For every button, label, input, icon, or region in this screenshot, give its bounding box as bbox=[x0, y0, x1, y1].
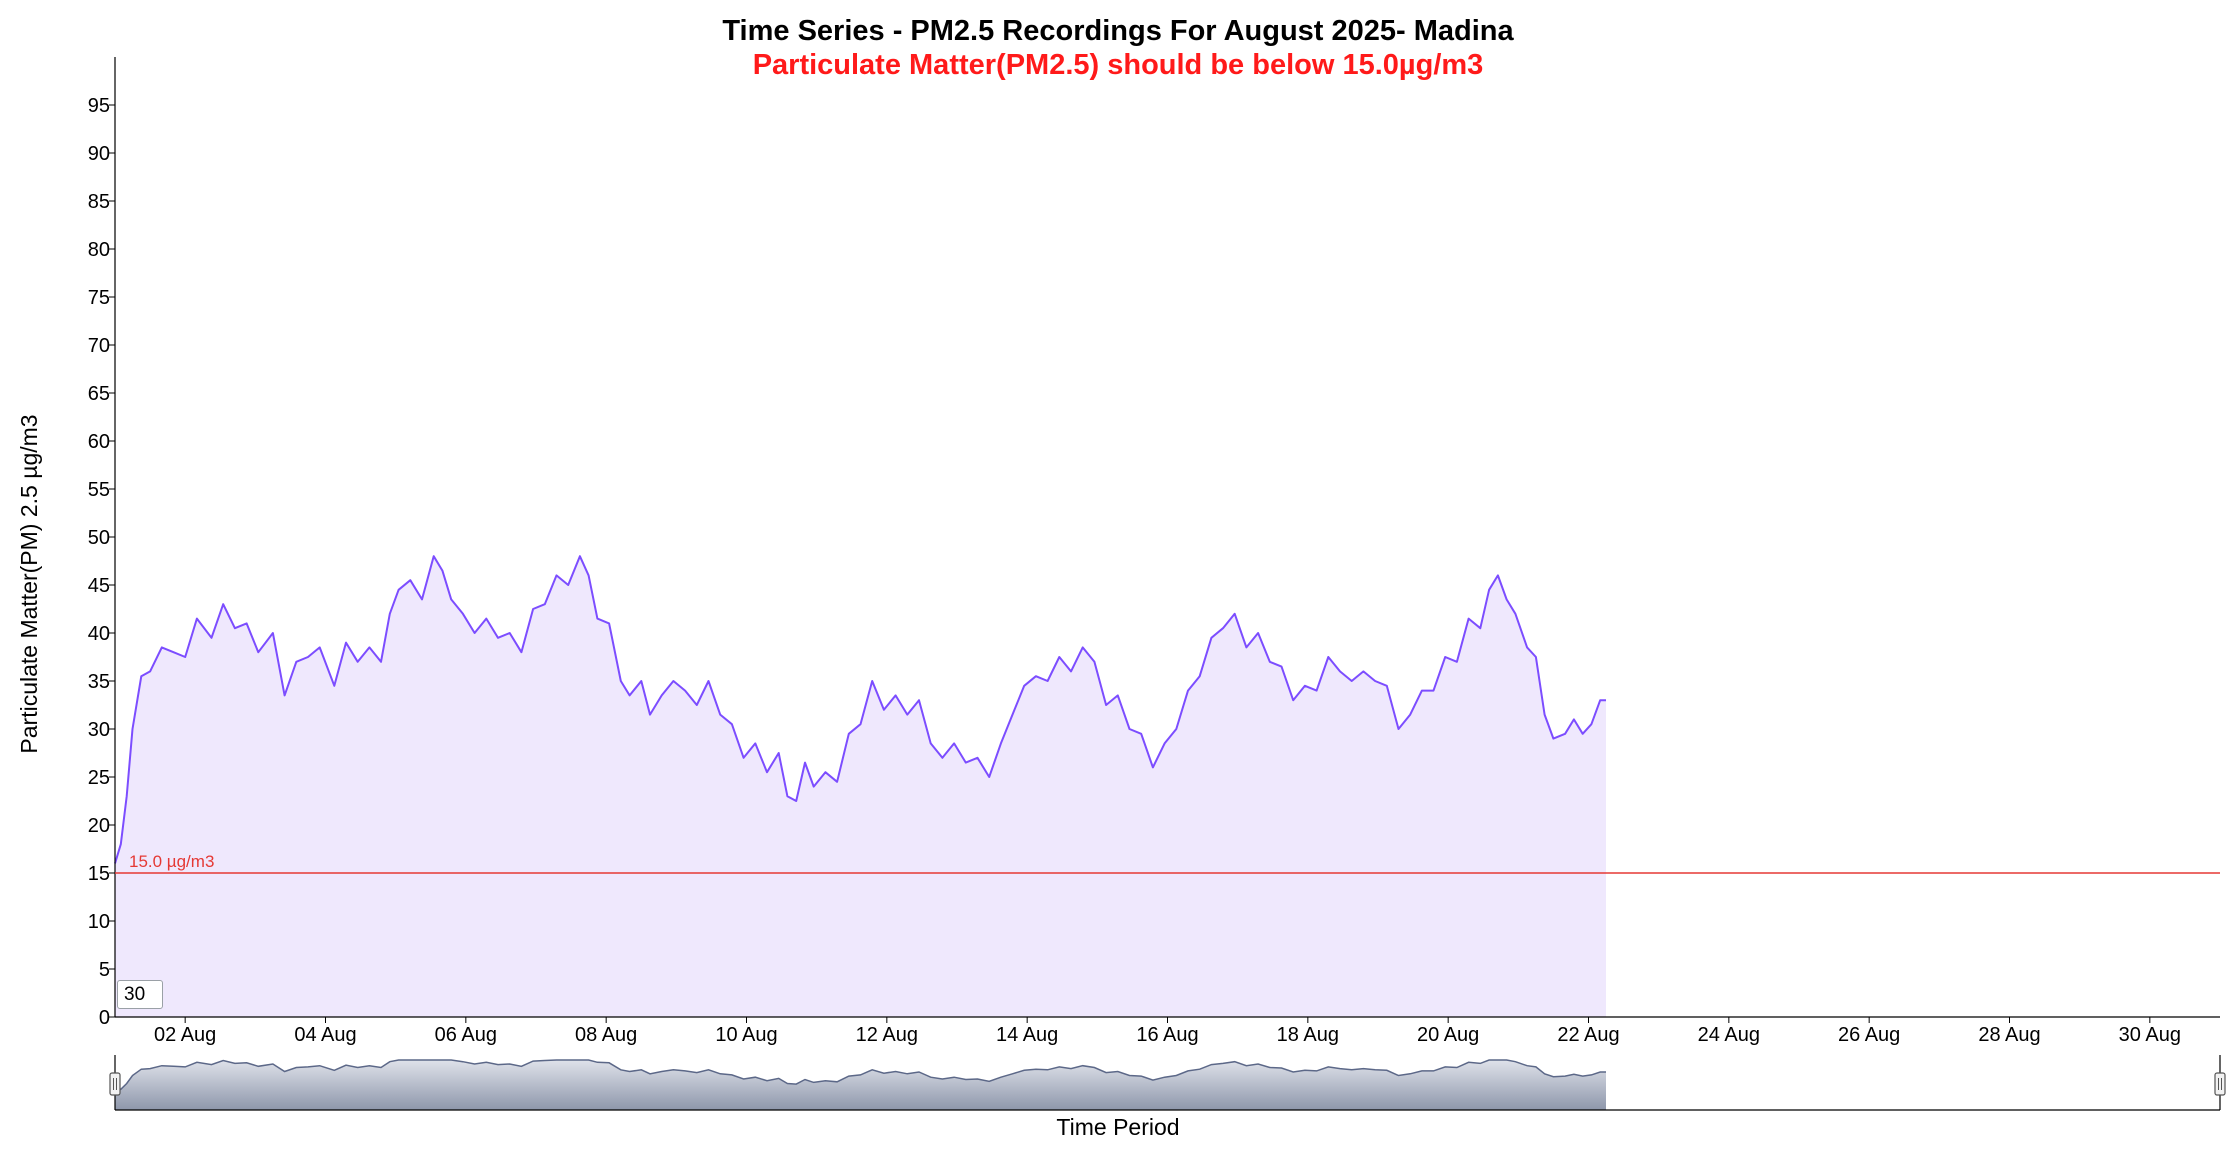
x-tick-label: 06 Aug bbox=[435, 1024, 497, 1046]
x-tick-label: 26 Aug bbox=[1838, 1024, 1900, 1046]
y-tick-label: 70 bbox=[88, 335, 110, 357]
x-axis-ticks: 02 Aug 04 Aug 06 Aug 08 Aug 10 Aug 12 Aug 14 A… bbox=[154, 1017, 2181, 1046]
chart-subtitle: Particulate Matter(PM2.5) should be belo… bbox=[753, 49, 1484, 81]
y-tick-label: 30 bbox=[88, 719, 110, 741]
threshold-label: 15.0 µg/m3 bbox=[129, 852, 214, 871]
x-tick-label: 04 Aug bbox=[294, 1024, 356, 1046]
y-tick-label: 75 bbox=[88, 287, 110, 309]
x-tick-label: 16 Aug bbox=[1136, 1024, 1198, 1046]
navigator[interactable] bbox=[109, 1055, 2226, 1111]
y-tick-label: 55 bbox=[88, 479, 110, 501]
series-line bbox=[114, 555, 1606, 864]
y-tick-label: 85 bbox=[88, 191, 110, 213]
navigator-left-handle[interactable] bbox=[109, 1072, 121, 1096]
plot-area bbox=[114, 555, 1606, 1017]
y-tick-label: 40 bbox=[88, 623, 110, 645]
navigator-right-handle[interactable] bbox=[2214, 1072, 2226, 1096]
x-tick-label: 22 Aug bbox=[1557, 1024, 1619, 1046]
rolling-window-input[interactable] bbox=[117, 980, 163, 1009]
navigator-line bbox=[114, 1059, 1606, 1093]
y-axis-title: Particulate Matter(PM) 2.5 µg/m3 bbox=[16, 414, 42, 753]
y-tick-label: 65 bbox=[88, 383, 110, 405]
x-tick-label: 28 Aug bbox=[1978, 1024, 2040, 1046]
x-tick-label: 30 Aug bbox=[2119, 1024, 2181, 1046]
x-tick-label: 14 Aug bbox=[996, 1024, 1058, 1046]
x-tick-label: 20 Aug bbox=[1417, 1024, 1479, 1046]
x-tick-label: 12 Aug bbox=[856, 1024, 918, 1046]
y-axis-ticks: 0 5 10 15 20 25 30 35 40 45 50 55 60 65 70 75 80 85 90 95 bbox=[88, 95, 115, 1029]
x-tick-label: 24 Aug bbox=[1698, 1024, 1760, 1046]
y-tick-label: 90 bbox=[88, 143, 110, 165]
x-tick-label: 18 Aug bbox=[1277, 1024, 1339, 1046]
y-tick-label: 45 bbox=[88, 575, 110, 597]
y-tick-label: 60 bbox=[88, 431, 110, 453]
y-tick-label: 50 bbox=[88, 527, 110, 549]
series-area bbox=[115, 556, 1606, 1017]
x-tick-label: 10 Aug bbox=[715, 1024, 777, 1046]
y-tick-label: 35 bbox=[88, 671, 110, 693]
y-tick-label: 15 bbox=[88, 863, 110, 885]
x-tick-label: 08 Aug bbox=[575, 1024, 637, 1046]
y-tick-label: 25 bbox=[88, 767, 110, 789]
y-tick-label: 95 bbox=[88, 95, 110, 117]
y-tick-label: 5 bbox=[99, 959, 110, 981]
y-tick-label: 20 bbox=[88, 815, 110, 837]
navigator-area bbox=[115, 1060, 1606, 1110]
x-tick-label: 02 Aug bbox=[154, 1024, 216, 1046]
chart-title: Time Series - PM2.5 Recordings For Augus… bbox=[722, 15, 1514, 47]
threshold-line-group: 15.0 µg/m3 bbox=[115, 852, 2220, 874]
x-axis-title: Time Period bbox=[1056, 1114, 1179, 1140]
y-tick-label: 0 bbox=[99, 1007, 110, 1029]
y-tick-label: 80 bbox=[88, 239, 110, 261]
y-tick-label: 10 bbox=[88, 911, 110, 933]
